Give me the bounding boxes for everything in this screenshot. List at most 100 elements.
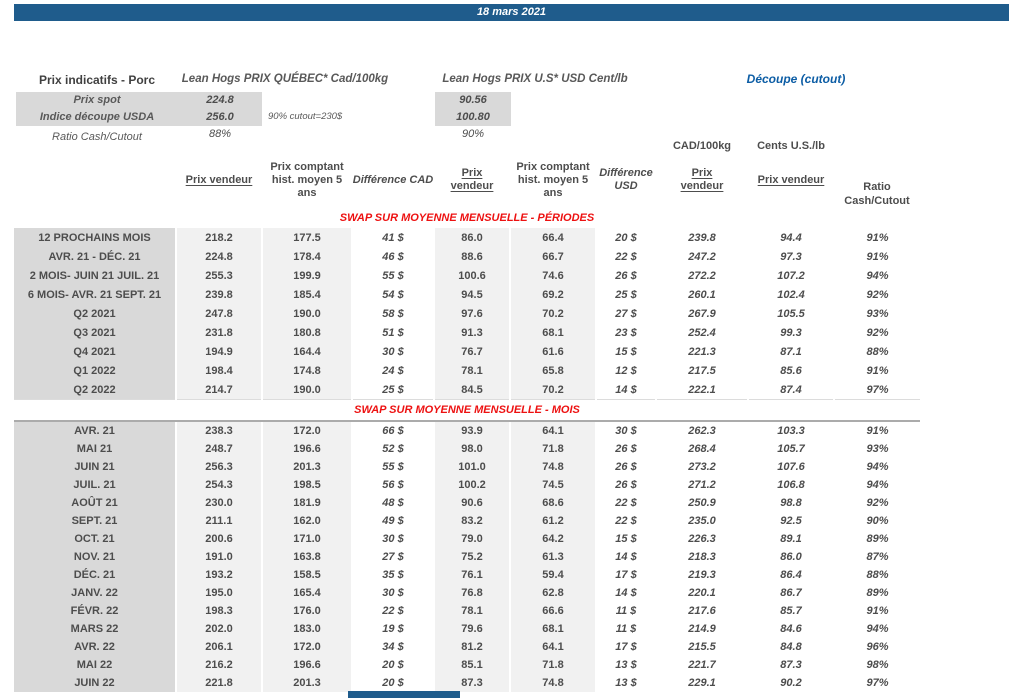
cell: 56 $ [351,476,434,494]
cell: 219.3 [655,566,748,584]
cell: 71.8 [509,440,596,458]
table-row: Q1 2022 198.4 174.8 24 $78.1 65.8 12 $217.5 85… [14,361,920,380]
cell: 23 $ [595,323,656,342]
cell: 87.3 [747,656,834,674]
cell: 91% [833,602,920,620]
cell: 20 $ [595,228,656,247]
row-label: JUIN 22 [14,674,176,692]
cell: 97% [833,674,920,692]
cell: 211.1 [175,512,262,530]
cell: 98.0 [433,440,510,458]
cell: 68.1 [509,620,596,638]
cell: 22 $ [595,494,656,512]
cell: 97.6 [433,304,510,323]
cell: 70.2 [509,304,596,323]
cell: 11 $ [595,620,656,638]
cell: 22 $ [595,512,656,530]
row-label: Q1 2022 [14,361,176,380]
cell: 93% [833,440,920,458]
cell: 218.3 [655,548,748,566]
cell: 25 $ [351,380,434,400]
cell: 172.0 [261,421,352,440]
cell: 101.0 [433,458,510,476]
table-row: Q4 2021 194.9 164.4 30 $76.7 61.6 15 $221.3 87… [14,342,920,361]
table-row: JUIN 21 256.3 201.3 55 $101.0 74.8 26 $273.2 1… [14,458,920,476]
cell: 268.4 [655,440,748,458]
cell: 22 $ [595,247,656,266]
cell: 58 $ [351,304,434,323]
prix-comptant-cad-header: Prix comptant hist. moyen 5 ans [270,160,344,199]
cell: 84.6 [747,620,834,638]
prix-comptant-usd-header: Prix comptant hist. moyen 5 ans [516,160,590,199]
cell: 86.0 [747,548,834,566]
cell: 26 $ [595,476,656,494]
row-label: JUIN 21 [14,458,176,476]
cell: 85.6 [747,361,834,380]
cell: 30 $ [595,421,656,440]
spot-price-label: Prix spot [16,92,178,109]
table-row: 12 PROCHAINS MOIS 218.2 177.5 41 $86.0 66.4 2… [14,228,920,247]
cell: 198.5 [261,476,352,494]
prix-vendeur-cad-header: Prix vendeur [185,173,253,186]
cell: 25 $ [595,285,656,304]
cell: 235.0 [655,512,748,530]
cell: 81.2 [433,638,510,656]
cell: 89% [833,530,920,548]
row-label: 6 MOIS- AVR. 21 SEPT. 21 [14,285,176,304]
cell: 90% [833,512,920,530]
cell: 61.6 [509,342,596,361]
cell: 91.3 [433,323,510,342]
prix-vendeur-usd-header-text: Prix vendeur [450,167,494,192]
cell: 75.2 [433,548,510,566]
cell: 26 $ [595,266,656,285]
row-label: AVR. 21 - DÉC. 21 [14,247,176,266]
cell: 88.6 [433,247,510,266]
cell: 26 $ [595,458,656,476]
cell: 250.9 [655,494,748,512]
cell: 220.1 [655,584,748,602]
cell: 87.4 [747,380,834,400]
row-label: Q2 2021 [14,304,176,323]
cell: 94% [833,458,920,476]
cell: 176.0 [261,602,352,620]
next-section-banner-fragment [348,691,460,698]
cell: 96% [833,638,920,656]
cell: 107.2 [747,266,834,285]
cell: 79.0 [433,530,510,548]
cell: 17 $ [595,638,656,656]
cell: 255.3 [175,266,262,285]
cell: 30 $ [351,530,434,548]
cell: 12 $ [595,361,656,380]
date-banner: 18 mars 2021 [14,4,1009,21]
table-body: SWAP SUR MOYENNE MENSUELLE - PÉRIODES 12 … [14,208,920,692]
cell: 30 $ [351,342,434,361]
cell: 88% [833,566,920,584]
table-row: FÉVR. 22 198.3 176.0 22 $78.1 66.6 11 $217.6 8… [14,602,920,620]
row-label: DÉC. 21 [14,566,176,584]
cell: 271.2 [655,476,748,494]
cell: 92% [833,494,920,512]
cell: 247.8 [175,304,262,323]
row-label: Q3 2021 [14,323,176,342]
cell: 94% [833,620,920,638]
cell: 74.5 [509,476,596,494]
cell: 89% [833,584,920,602]
cell: 90.2 [747,674,834,692]
section-title: SWAP SUR MOYENNE MENSUELLE - MOIS [14,399,920,422]
cell: 214.7 [175,380,262,400]
cell: 97.3 [747,247,834,266]
row-label: MARS 22 [14,620,176,638]
row-label: Q4 2021 [14,342,176,361]
cell: 107.6 [747,458,834,476]
cell: 52 $ [351,440,434,458]
table-row: MARS 22 202.0 183.0 19 $79.6 68.1 11 $214.9 84… [14,620,920,638]
cell: 66.7 [509,247,596,266]
table-row: DÉC. 21 193.2 158.5 35 $76.1 59.4 17 $219.3 86… [14,566,920,584]
cell: 164.4 [261,342,352,361]
table-row: AVR. 21 238.3 172.0 66 $93.9 64.1 30 $262.3 10… [14,421,920,440]
ratio-column-header: Ratio Cash/Cutout [844,181,910,207]
cell: 24 $ [351,361,434,380]
cell: 262.3 [655,421,748,440]
cell: 267.9 [655,304,748,323]
quebec-price-title: Lean Hogs PRIX QUÉBEC* Cad/100kg [181,73,389,85]
